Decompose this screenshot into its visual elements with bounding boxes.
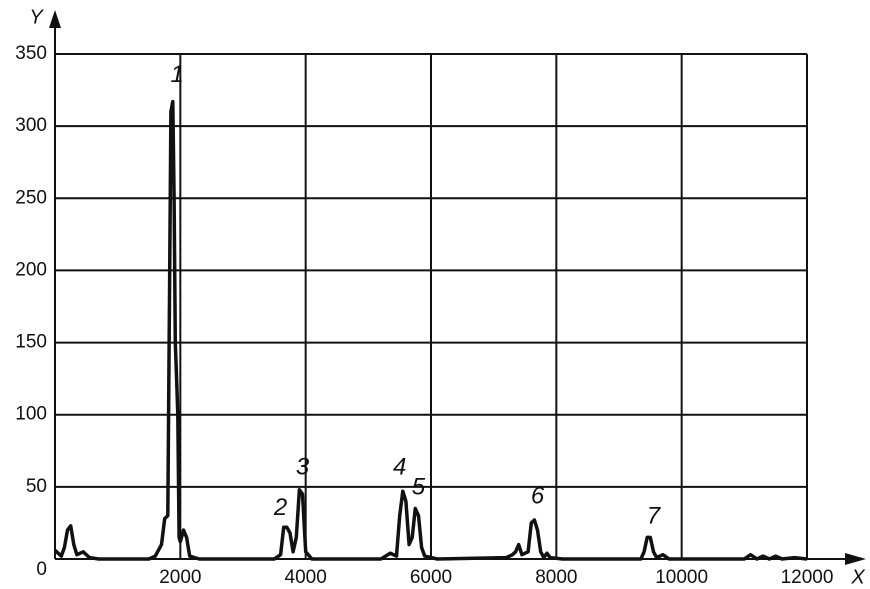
y-tick-label: 100: [15, 404, 47, 425]
peak-label: 7: [647, 503, 662, 530]
x-tick-label: 6000: [410, 567, 452, 588]
y-tick-label: 150: [15, 332, 47, 353]
y-tick-label: 50: [26, 476, 47, 497]
y-arrow: [49, 10, 61, 28]
x-axis-label: X: [850, 566, 865, 588]
x-tick-label: 8000: [535, 567, 577, 588]
x-tick-label: 4000: [285, 567, 327, 588]
y-tick-label: 200: [15, 259, 47, 280]
peak-label: 5: [412, 474, 426, 501]
y-tick-label: 250: [15, 187, 47, 208]
x-tick-label: 10000: [655, 567, 708, 588]
peak-label: 3: [296, 453, 310, 480]
peak-label: 1: [171, 61, 184, 88]
x-arrow: [845, 553, 866, 565]
y-tick-label: 300: [15, 115, 47, 136]
peak-label: 4: [393, 453, 406, 480]
peak-label: 6: [531, 482, 545, 509]
x-tick-label: 12000: [781, 567, 834, 588]
y-axis-label: Y: [29, 6, 44, 28]
data-line: [53, 99, 808, 561]
peak-label: 2: [273, 494, 287, 521]
x-tick-label: 2000: [159, 567, 201, 588]
y-tick-label: 350: [15, 43, 47, 64]
y-tick-label: 0: [36, 559, 47, 580]
